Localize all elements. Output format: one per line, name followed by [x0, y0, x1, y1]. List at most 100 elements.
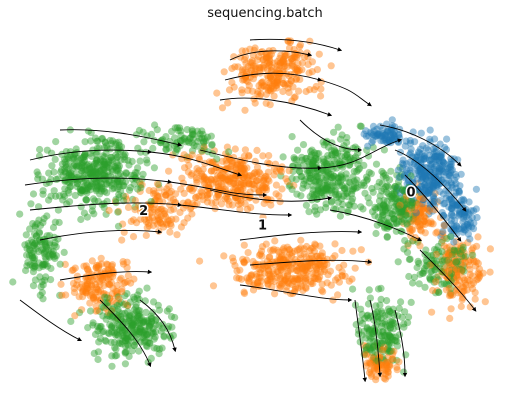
cell-point	[28, 252, 36, 260]
cell-point	[197, 187, 205, 196]
cell-point	[257, 266, 265, 274]
cell-point	[365, 199, 373, 207]
cell-point	[269, 247, 277, 255]
cell-point	[383, 333, 391, 341]
cell-point	[87, 129, 95, 137]
cell-point	[289, 54, 297, 62]
cell-point	[373, 313, 382, 321]
cell-point	[416, 195, 424, 204]
cell-point	[425, 210, 433, 218]
cell-point	[408, 199, 416, 207]
cell-point	[272, 68, 280, 77]
cell-point	[447, 166, 455, 174]
cell-point	[198, 127, 206, 135]
cell-point	[102, 337, 110, 345]
cell-point	[370, 364, 379, 372]
cell-point	[388, 309, 396, 317]
cell-point	[168, 323, 176, 331]
cell-point	[228, 201, 237, 209]
cell-point	[432, 161, 440, 169]
cell-point	[102, 304, 110, 313]
cell-point	[335, 192, 343, 200]
cell-point	[127, 279, 135, 287]
cell-point	[454, 265, 462, 273]
cell-point	[446, 271, 454, 279]
cell-point	[439, 159, 448, 167]
cell-point	[464, 222, 472, 230]
cell-point	[257, 83, 265, 92]
cell-point	[113, 281, 121, 290]
cell-point	[114, 222, 123, 230]
points-layer	[9, 37, 494, 384]
cell-point	[466, 219, 474, 227]
cell-point	[465, 258, 473, 266]
cell-point	[419, 194, 427, 202]
cell-point	[262, 184, 270, 192]
cell-point	[427, 180, 435, 188]
cell-point	[342, 174, 350, 182]
cell-point	[423, 169, 431, 177]
cell-point	[384, 337, 392, 346]
cell-point	[439, 168, 447, 176]
cell-point	[405, 255, 413, 264]
cell-point	[475, 273, 483, 281]
cell-point	[464, 239, 472, 247]
cell-point	[71, 312, 79, 320]
cell-point	[381, 207, 389, 215]
cell-point	[267, 246, 275, 254]
cell-point	[229, 254, 237, 262]
cell-point	[237, 71, 245, 79]
cell-point	[270, 245, 278, 253]
cell-point	[259, 56, 267, 64]
cell-point	[418, 164, 426, 172]
cell-point	[472, 185, 480, 193]
cell-point	[61, 158, 69, 166]
cell-point	[58, 291, 66, 299]
cell-point	[367, 334, 375, 342]
cell-point	[89, 319, 97, 327]
cell-point	[386, 361, 394, 369]
cell-point	[263, 257, 271, 265]
cell-point	[303, 182, 311, 190]
cell-point	[387, 333, 395, 341]
cell-point	[242, 76, 250, 85]
cell-point	[435, 164, 443, 173]
cell-point	[160, 210, 168, 218]
cell-point	[443, 256, 451, 264]
cell-point	[113, 178, 121, 186]
cell-point	[70, 284, 78, 292]
cell-point	[111, 352, 119, 360]
cell-point	[296, 259, 304, 267]
cluster-label-2: 2	[139, 204, 148, 219]
cell-point	[406, 169, 414, 177]
cell-point	[411, 204, 419, 212]
cell-point	[240, 258, 248, 266]
cell-point	[443, 244, 451, 252]
cell-point	[83, 189, 91, 197]
cell-point	[137, 181, 145, 189]
cluster-label-1: 1	[258, 219, 267, 234]
cell-point	[305, 208, 313, 216]
cell-point	[121, 150, 129, 158]
cell-point	[297, 244, 305, 252]
cell-point	[243, 205, 252, 213]
cell-point	[25, 245, 34, 254]
cell-point	[202, 137, 210, 145]
cell-point	[348, 190, 356, 198]
cell-point	[375, 178, 383, 186]
cell-point	[430, 179, 438, 187]
cell-point	[300, 177, 308, 185]
cell-point	[273, 273, 281, 282]
cell-point	[280, 63, 288, 71]
cell-point	[457, 225, 466, 233]
cell-point	[386, 348, 394, 356]
cell-point	[240, 259, 248, 267]
cell-point	[486, 245, 494, 253]
cell-point	[410, 273, 419, 281]
cell-point	[307, 153, 315, 161]
cell-point	[378, 319, 386, 327]
cell-point	[400, 200, 409, 208]
cell-point	[405, 178, 413, 186]
cell-point	[314, 173, 322, 181]
cell-point	[157, 205, 165, 213]
